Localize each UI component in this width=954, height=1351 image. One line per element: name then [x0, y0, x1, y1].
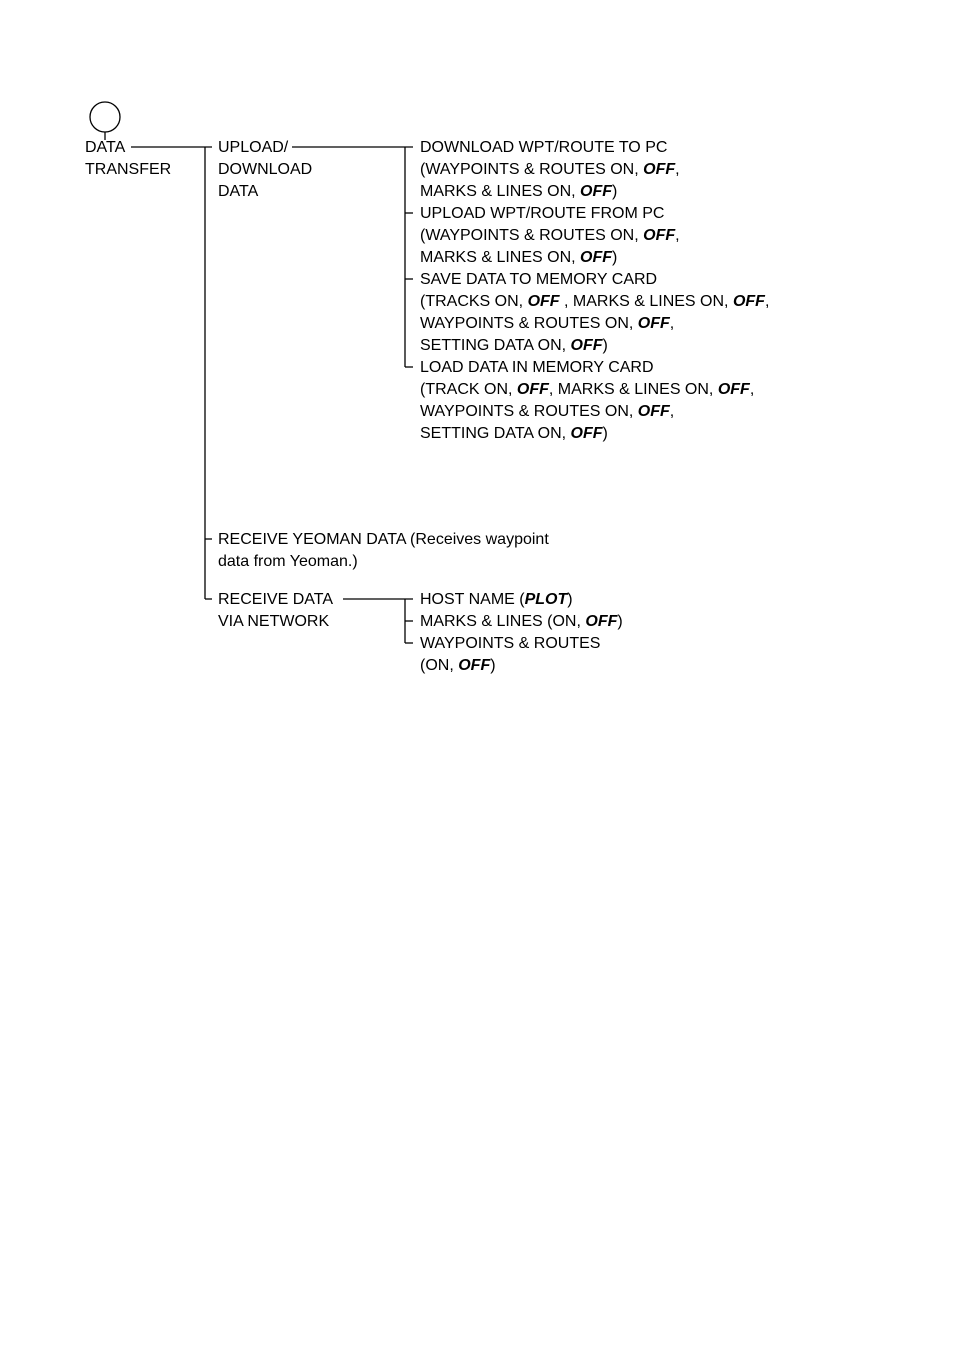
- r1-pre: HOST NAME (: [420, 591, 525, 608]
- r2-off: OFF: [585, 613, 617, 630]
- c3-d2-post: ,: [750, 381, 754, 398]
- c3-c2-off2: OFF: [733, 293, 765, 310]
- c3-a2-pre: (WAYPOINTS & ROUTES ON,: [420, 161, 643, 178]
- page-root: DATA TRANSFER UPLOAD/ DOWNLOAD DATA DOWN…: [0, 0, 954, 1351]
- c3-d3: WAYPOINTS & ROUTES ON, OFF,: [420, 402, 674, 423]
- c3-d2-off2: OFF: [718, 381, 750, 398]
- receive-line2: VIA NETWORK: [218, 612, 329, 633]
- c3-a2-post: ,: [675, 161, 679, 178]
- upload-line3: DATA: [218, 182, 258, 203]
- c3-d4-off: OFF: [571, 425, 603, 442]
- r2-post: ): [617, 613, 622, 630]
- c3-c4-pre: SETTING DATA ON,: [420, 337, 571, 354]
- r4-pre: (ON,: [420, 657, 458, 674]
- r-4: (ON, OFF): [420, 656, 496, 677]
- yeoman-line1: RECEIVE YEOMAN DATA (Receives waypoint: [218, 530, 549, 551]
- c3-c1: SAVE DATA TO MEMORY CARD: [420, 270, 657, 291]
- c3-c2-pre: (TRACKS ON,: [420, 293, 528, 310]
- r4-post: ): [490, 657, 495, 674]
- c3-c4: SETTING DATA ON, OFF): [420, 336, 608, 357]
- c3-d3-off: OFF: [638, 403, 670, 420]
- c3-d2-pre: (TRACK ON,: [420, 381, 517, 398]
- c3-d1: LOAD DATA IN MEMORY CARD: [420, 358, 654, 379]
- c3-b3-pre: MARKS & LINES ON,: [420, 249, 580, 266]
- r2-pre: MARKS & LINES (ON,: [420, 613, 585, 630]
- root-line2: TRANSFER: [85, 160, 171, 181]
- c3-b2-post: ,: [675, 227, 679, 244]
- c3-b3-post: ): [612, 249, 617, 266]
- c3-b3: MARKS & LINES ON, OFF): [420, 248, 617, 269]
- c3-c3-pre: WAYPOINTS & ROUTES ON,: [420, 315, 638, 332]
- c3-d2: (TRACK ON, OFF, MARKS & LINES ON, OFF,: [420, 380, 754, 401]
- c3-a2-off: OFF: [643, 161, 675, 178]
- c3-c2-post: ,: [765, 293, 769, 310]
- c3-c2-mid: , MARKS & LINES ON,: [560, 293, 733, 310]
- c3-a1: DOWNLOAD WPT/ROUTE TO PC: [420, 138, 667, 159]
- c3-c4-off: OFF: [571, 337, 603, 354]
- c3-c4-post: ): [603, 337, 608, 354]
- c3-d4-post: ): [603, 425, 608, 442]
- c3-c2-off1: OFF: [528, 293, 560, 310]
- c3-b2-pre: (WAYPOINTS & ROUTES ON,: [420, 227, 643, 244]
- c3-a3: MARKS & LINES ON, OFF): [420, 182, 617, 203]
- c3-d4: SETTING DATA ON, OFF): [420, 424, 608, 445]
- c3-a3-pre: MARKS & LINES ON,: [420, 183, 580, 200]
- yeoman-line2: data from Yeoman.): [218, 552, 358, 573]
- c3-a3-off: OFF: [580, 183, 612, 200]
- r1-bold: PLOT: [525, 591, 568, 608]
- c3-c3-off: OFF: [638, 315, 670, 332]
- root-line1: DATA: [85, 138, 125, 159]
- c3-d2-off1: OFF: [517, 381, 549, 398]
- r-1: HOST NAME (PLOT): [420, 590, 573, 611]
- c3-b2-off: OFF: [643, 227, 675, 244]
- c3-d3-pre: WAYPOINTS & ROUTES ON,: [420, 403, 638, 420]
- c3-d3-post: ,: [670, 403, 674, 420]
- c3-c3: WAYPOINTS & ROUTES ON, OFF,: [420, 314, 674, 335]
- r1-post: ): [567, 591, 572, 608]
- c3-b2: (WAYPOINTS & ROUTES ON, OFF,: [420, 226, 680, 247]
- r-2: MARKS & LINES (ON, OFF): [420, 612, 623, 633]
- c3-a2: (WAYPOINTS & ROUTES ON, OFF,: [420, 160, 680, 181]
- r-3: WAYPOINTS & ROUTES: [420, 634, 600, 655]
- c3-c2: (TRACKS ON, OFF , MARKS & LINES ON, OFF,: [420, 292, 769, 313]
- c3-b3-off: OFF: [580, 249, 612, 266]
- c3-a3-post: ): [612, 183, 617, 200]
- c3-d4-pre: SETTING DATA ON,: [420, 425, 571, 442]
- receive-line1: RECEIVE DATA: [218, 590, 333, 611]
- c3-d2-mid: , MARKS & LINES ON,: [549, 381, 718, 398]
- c3-c3-post: ,: [670, 315, 674, 332]
- c3-b1: UPLOAD WPT/ROUTE FROM PC: [420, 204, 664, 225]
- upload-line2: DOWNLOAD: [218, 160, 312, 181]
- upload-line1: UPLOAD/: [218, 138, 288, 159]
- r4-off: OFF: [458, 657, 490, 674]
